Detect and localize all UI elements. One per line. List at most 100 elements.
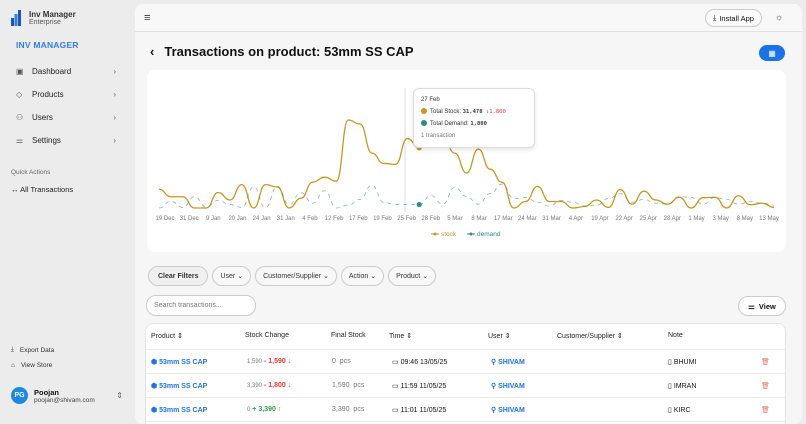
user-link[interactable]: ⚲ SHIVAM <box>491 358 525 366</box>
header-time[interactable]: Time ⇕ <box>389 332 412 340</box>
header-label: Customer/Supplier <box>557 333 615 340</box>
stock-demand-chart[interactable]: 19 Dec 31 Dec 9 Jan 20 Jan 24 Jan 31 Jan 4 Feb… <box>147 70 786 252</box>
user-link[interactable]: ⚲ SHIVAM <box>491 406 525 414</box>
header-user[interactable]: User ⇕ <box>488 332 511 340</box>
product-link[interactable]: ⬢ 53mm SS CAP <box>151 406 207 414</box>
clipboard-icon: ▯ <box>668 383 672 390</box>
header-product[interactable]: Product ⇕ <box>151 332 183 340</box>
user-menu[interactable]: PG Poojan poojan@shivam.com ⇕ <box>11 387 123 404</box>
x-tick-label: 31 Jan <box>277 216 295 222</box>
final-value: 3,390 <box>332 406 350 413</box>
transactions-table: Product ⇕ Stock Change Final Stock Time … <box>145 323 786 424</box>
download-icon: ⤓ <box>11 346 14 353</box>
x-tick-label: 4 Apr <box>569 216 583 222</box>
sidebar-item-products[interactable]: ◇ Products › <box>16 90 116 99</box>
filter-label: Action <box>348 272 369 280</box>
x-tick-label: 1 May <box>688 216 704 222</box>
dashboard-icon: ▣ <box>16 67 24 76</box>
delete-icon[interactable]: 🗑 <box>761 359 770 366</box>
chevron-down-icon: ⌄ <box>235 273 244 280</box>
table-header: Product ⇕ Stock Change Final Stock Time … <box>146 324 785 350</box>
user-filter[interactable]: User ⌄ <box>212 266 252 286</box>
time-value: 11:01 11/05/25 <box>400 407 447 414</box>
header-label: User <box>488 333 503 340</box>
final-stock: 1,590 pcs <box>332 382 364 389</box>
sidebar-item-users[interactable]: ⚇ Users › <box>16 113 116 122</box>
product-link[interactable]: ⬢ 53mm SS CAP <box>151 382 207 390</box>
stock-dot-icon <box>421 108 427 115</box>
sun-icon[interactable]: ☼ <box>775 12 784 22</box>
delete-icon[interactable]: 🗑 <box>761 407 770 414</box>
note-value: IMRAN <box>673 383 697 390</box>
avatar: PG <box>11 387 28 404</box>
product-filter[interactable]: Product ⌄ <box>388 266 437 286</box>
sliders-icon: ⚌ <box>748 301 755 311</box>
sort-icon: ⇕ <box>616 333 623 340</box>
action-filter[interactable]: Action ⌄ <box>340 266 385 286</box>
change-direction-icon: ↓ <box>287 358 292 365</box>
brand[interactable]: Inv Manager Enterprise <box>11 10 76 26</box>
section-title: INV MANAGER <box>16 40 79 50</box>
legend-label[interactable]: stock <box>441 231 457 238</box>
change-sign: - <box>263 358 267 365</box>
time: ▭ 11:59 11/05/25 <box>392 382 446 390</box>
header-label: Time <box>389 333 405 340</box>
sidebar: Inv Manager Enterprise INV MANAGER ▣ Dashb… <box>0 0 134 414</box>
all-transactions-link[interactable]: ↔ All Transactions <box>11 185 73 194</box>
tooltip-demand-value: 1,800 <box>470 121 487 127</box>
change-direction-icon: ↓ <box>287 382 292 389</box>
x-tick-label: 31 Dec <box>180 216 199 222</box>
link-label: All Transactions <box>20 185 74 194</box>
x-tick-label: 12 Feb <box>325 216 344 222</box>
x-tick-label: 24 Jan <box>253 216 271 222</box>
x-tick-label: 19 Dec <box>155 216 174 222</box>
sidebar-item-dashboard[interactable]: ▣ Dashboard › <box>16 67 116 76</box>
clear-filters-button[interactable]: Clear Filters <box>148 266 209 286</box>
user-name: Poojan <box>34 387 60 397</box>
chevron-down-icon: ⌄ <box>368 273 377 280</box>
link-label: Export Data <box>19 346 55 354</box>
user-email: poojan@shivam.com <box>34 396 95 404</box>
search-input[interactable] <box>146 295 256 316</box>
date-picker-button[interactable]: ▦ <box>759 45 785 61</box>
unit: pcs <box>339 358 351 365</box>
install-app-button[interactable]: ⤓ Install App <box>705 9 762 27</box>
unit: pcs <box>353 406 365 413</box>
final-value: 0 <box>332 358 336 365</box>
table-row[interactable]: ⬢ 53mm SS CAP 0 + 3,390 ↑ 3,390 pcs ▭ 11… <box>146 398 785 422</box>
change-amount: 1,590 <box>268 358 286 365</box>
x-tick-label: 19 Feb <box>373 216 392 222</box>
table-row[interactable]: ⬢ 53mm SS CAP 3,390 - 1,800 ↓ 1,590 pcs … <box>146 374 785 398</box>
tooltip-stock-label: Total Stock: <box>430 109 462 115</box>
legend-label[interactable]: demand <box>477 231 501 238</box>
x-tick-label: 13 May <box>759 216 779 222</box>
customer-supplier-filter[interactable]: Customer/Supplier ⌄ <box>255 266 337 286</box>
delete-icon[interactable]: 🗑 <box>761 383 770 390</box>
main-panel: ≡ ⤓ Install App ☼ ‹ Transactions on produc… <box>135 4 802 424</box>
x-tick-label: 4 Feb <box>302 216 318 222</box>
store-icon: ⌂ <box>11 362 15 369</box>
note: ▯ BHUMI <box>668 358 696 366</box>
chevron-right-icon: › <box>113 136 116 145</box>
sidebar-item-label: Products <box>32 90 64 99</box>
x-tick-label: 17 Mar <box>494 216 513 222</box>
back-icon[interactable]: ‹ <box>150 44 155 59</box>
view-options-button[interactable]: ⚌ View <box>738 296 786 316</box>
sidebar-item-settings[interactable]: ⚌ Settings › <box>16 136 116 145</box>
menu-icon[interactable]: ≡ <box>144 12 151 24</box>
user-icon: ⚲ <box>491 383 497 390</box>
x-tick-label: 5 Mar <box>447 216 462 222</box>
clipboard-icon: ▯ <box>668 359 672 366</box>
product-link[interactable]: ⬢ 53mm SS CAP <box>151 358 207 366</box>
header-customer-supplier[interactable]: Customer/Supplier ⇕ <box>557 332 623 340</box>
x-tick-label: 3 May <box>713 216 729 222</box>
stock-change: 1,590 - 1,590 ↓ <box>247 358 291 365</box>
sidebar-item-label: Settings <box>32 136 61 145</box>
table-row[interactable]: ⬢ 53mm SS CAP 1,590 - 1,590 ↓ 0 pcs ▭ 09… <box>146 350 785 374</box>
export-data-link[interactable]: ⤓ Export Data <box>11 346 54 354</box>
view-store-link[interactable]: ⌂ View Store <box>11 362 52 369</box>
app-edition: Enterprise <box>29 19 61 26</box>
user-link[interactable]: ⚲ SHIVAM <box>491 382 525 390</box>
x-tick-label: 25 Apr <box>640 216 657 222</box>
sidebar-item-label: Dashboard <box>32 67 72 76</box>
